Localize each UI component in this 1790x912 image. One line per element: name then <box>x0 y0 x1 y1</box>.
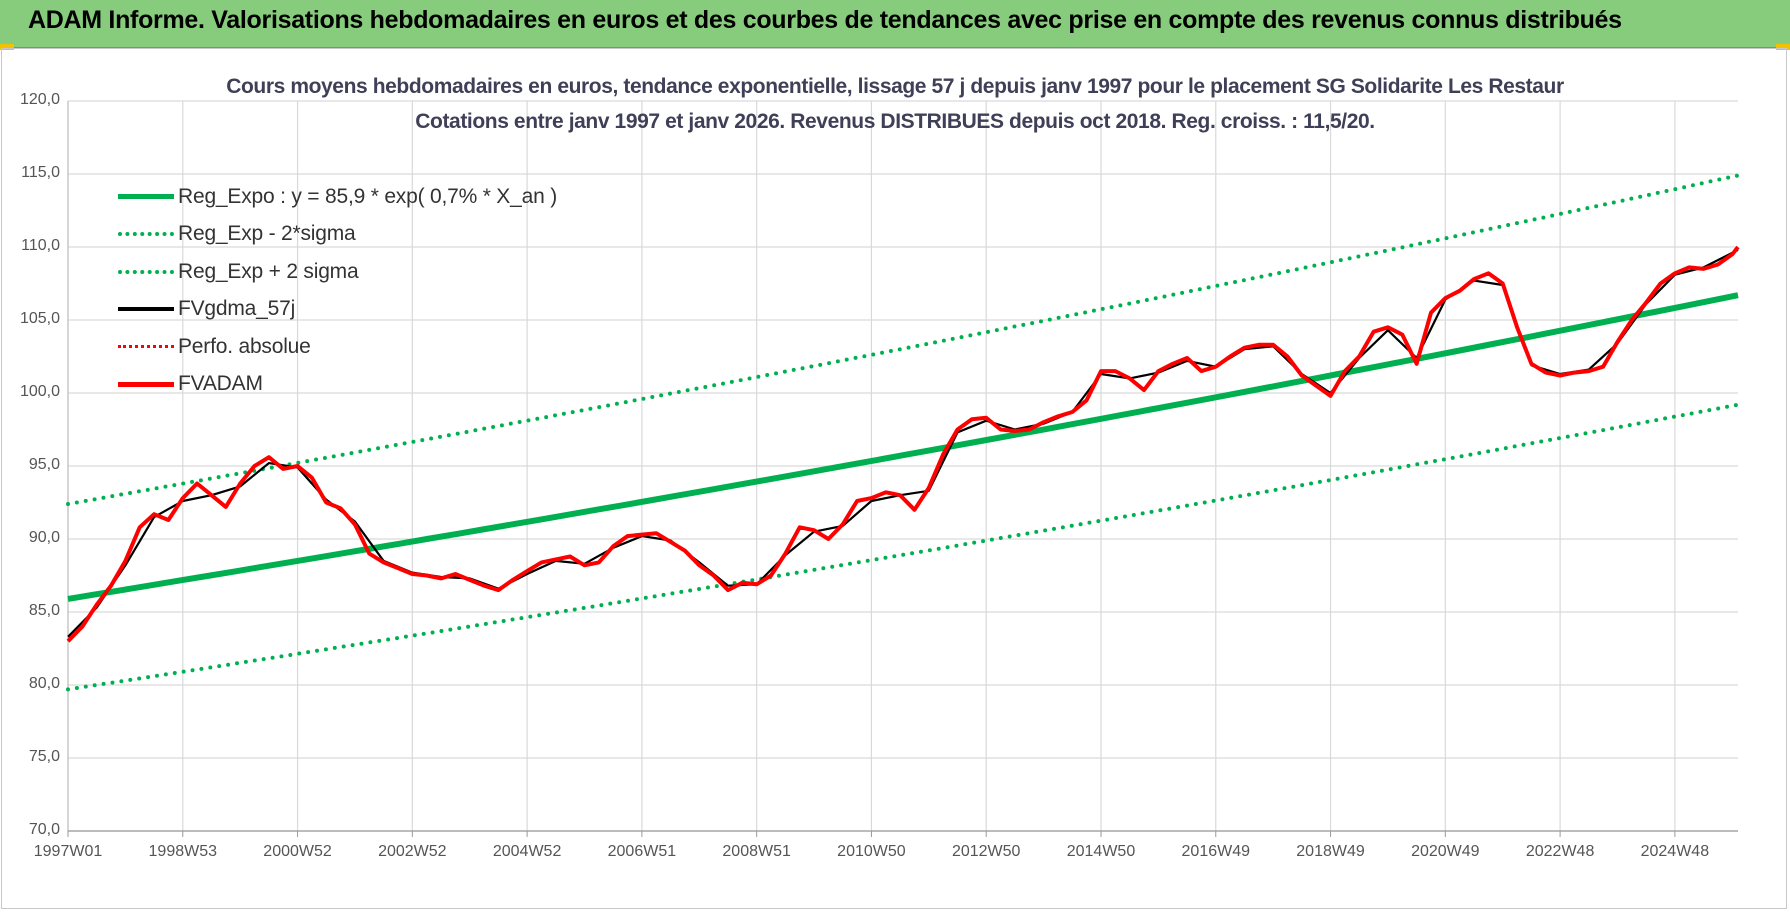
x-tick-label: 2024W48 <box>1640 843 1710 860</box>
legend-item-reg-minus: Reg_Exp - 2*sigma <box>118 216 557 254</box>
band-lower-line <box>66 402 1740 692</box>
x-tick-label: 2018W49 <box>1296 843 1365 860</box>
y-tick-label: 105,0 <box>19 310 60 327</box>
legend-label: Reg_Exp - 2*sigma <box>178 222 356 246</box>
legend-item-reg-expo: Reg_Expo : y = 85,9 * exp( 0,7% * X_an ) <box>118 178 557 216</box>
y-tick-label: 120,0 <box>19 91 60 108</box>
x-tick-label: 2008W51 <box>722 843 791 860</box>
legend-swatch-solid-green <box>118 194 174 200</box>
x-tick-label: 2006W51 <box>607 843 677 860</box>
x-tick-label: 2022W48 <box>1525 843 1595 860</box>
chart-title: Cours moyens hebdomadaires en euros, ten… <box>226 75 1564 98</box>
chart-subtitle: Cotations entre janv 1997 et janv 2026. … <box>415 110 1375 133</box>
grid-lines <box>67 100 1738 837</box>
legend-item-perfo: Perfo. absolue <box>118 328 557 366</box>
legend-swatch-dotted-green <box>118 232 174 237</box>
legend-swatch-solid-black <box>118 307 174 312</box>
legend-item-reg-plus: Reg_Exp + 2 sigma <box>118 253 557 291</box>
y-tick-label: 75,0 <box>28 748 60 765</box>
y-tick-label: 95,0 <box>28 456 60 473</box>
legend-item-fvadam: FVADAM <box>118 366 557 404</box>
x-tick-label: 2002W52 <box>378 843 447 860</box>
x-tick-label: 2000W52 <box>263 843 332 860</box>
y-tick-label: 100,0 <box>19 383 60 400</box>
legend-label: Reg_Exp + 2 sigma <box>178 259 359 283</box>
legend-swatch-solid-red <box>118 381 174 387</box>
corner-marker-right <box>1776 44 1790 50</box>
report-title: ADAM Informe. Valorisations hebdomadaire… <box>28 6 1622 34</box>
trend-line <box>67 292 1739 602</box>
y-tick-label: 85,0 <box>28 602 60 619</box>
y-tick-label: 80,0 <box>28 675 60 692</box>
y-tick-label: 90,0 <box>28 529 60 546</box>
x-tick-label: 2020W49 <box>1411 843 1480 860</box>
legend-swatch-dotted-red <box>118 345 174 349</box>
x-tick-label: 1997W01 <box>33 843 103 860</box>
legend-label: Perfo. absolue <box>178 334 311 358</box>
x-tick-label: 2004W52 <box>492 843 562 860</box>
legend-label: Reg_Expo : y = 85,9 * exp( 0,7% * X_an ) <box>178 184 557 208</box>
y-tick-label: 70,0 <box>28 821 60 838</box>
header-banner: ADAM Informe. Valorisations hebdomadaire… <box>0 0 1790 48</box>
legend-swatch-dotted-green <box>118 269 174 274</box>
x-tick-label: 2010W50 <box>837 843 906 860</box>
trend-regression-line <box>67 292 1739 602</box>
legend-item-fvgdma: FVgdma_57j <box>118 291 557 329</box>
x-tick-label: 2014W50 <box>1066 843 1136 860</box>
y-tick-label: 110,0 <box>21 237 60 254</box>
fvadam-line <box>66 245 1740 643</box>
legend-label: FVgdma_57j <box>178 297 296 321</box>
fvadam-line-path <box>66 245 1740 643</box>
chart-frame <box>1 48 1787 909</box>
x-tick-label: 1998W53 <box>148 843 218 860</box>
x-tick-label: 2016W49 <box>1181 843 1251 860</box>
legend-label: FVADAM <box>178 372 263 396</box>
y-tick-label: 115,0 <box>21 164 60 181</box>
chart-legend: Reg_Expo : y = 85,9 * exp( 0,7% * X_an )… <box>118 178 557 403</box>
corner-marker-left <box>0 44 14 50</box>
trend-bands <box>66 173 1740 692</box>
x-tick-label: 2012W50 <box>951 843 1021 860</box>
